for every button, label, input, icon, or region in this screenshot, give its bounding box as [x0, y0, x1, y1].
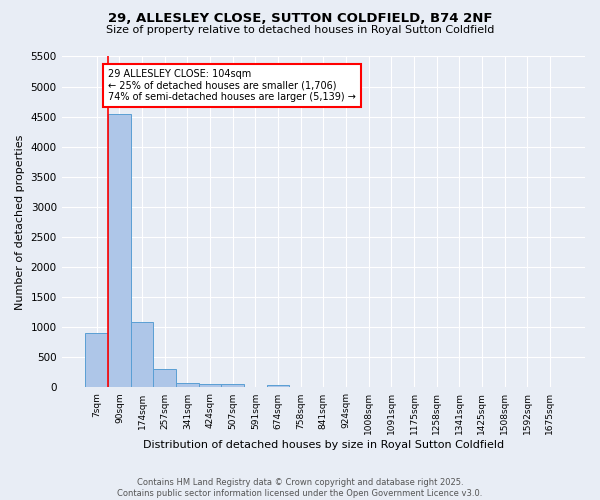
- Text: 29, ALLESLEY CLOSE, SUTTON COLDFIELD, B74 2NF: 29, ALLESLEY CLOSE, SUTTON COLDFIELD, B7…: [108, 12, 492, 26]
- Bar: [176, 382, 199, 388]
- Bar: [199, 384, 221, 388]
- Bar: [108, 114, 131, 388]
- Text: 29 ALLESLEY CLOSE: 104sqm
← 25% of detached houses are smaller (1,706)
74% of se: 29 ALLESLEY CLOSE: 104sqm ← 25% of detac…: [108, 68, 356, 102]
- Text: Contains HM Land Registry data © Crown copyright and database right 2025.
Contai: Contains HM Land Registry data © Crown c…: [118, 478, 482, 498]
- Bar: [221, 384, 244, 388]
- Bar: [154, 370, 176, 388]
- Bar: [85, 334, 108, 388]
- Text: Size of property relative to detached houses in Royal Sutton Coldfield: Size of property relative to detached ho…: [106, 25, 494, 35]
- Bar: [266, 385, 289, 388]
- Bar: [131, 322, 154, 388]
- X-axis label: Distribution of detached houses by size in Royal Sutton Coldfield: Distribution of detached houses by size …: [143, 440, 504, 450]
- Y-axis label: Number of detached properties: Number of detached properties: [15, 134, 25, 310]
